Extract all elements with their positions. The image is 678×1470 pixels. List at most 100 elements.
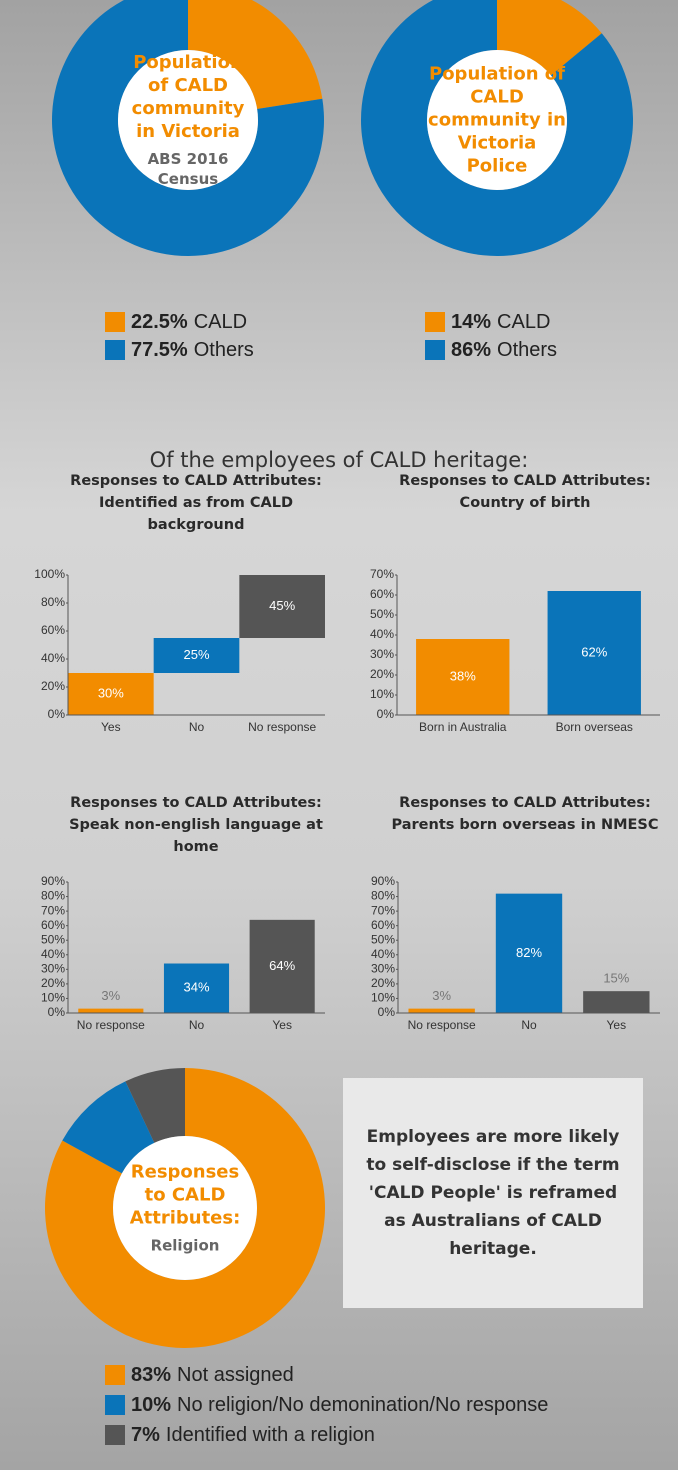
legend-value: 22.5% [131,310,188,333]
x-tick-label: No response [408,1018,476,1032]
legend-entry: 7% Identified with a religion [105,1422,375,1448]
x-tick-label: Born overseas [556,720,633,734]
donut-segment [52,0,324,256]
callout-box [343,1078,643,1308]
y-tick-label: 80% [371,889,395,903]
bar [153,638,240,673]
legend-swatch [105,340,125,360]
y-tick-label: 20% [370,667,394,681]
donut-title: Population of CALD community in Victoria [131,52,245,142]
y-tick-label: 100% [34,567,65,581]
section-heading: Of the employees of CALD heritage: [149,448,529,472]
bar [416,639,510,715]
value-label: 3% [101,988,120,1003]
legend-swatch [425,312,445,332]
donut-segment [125,1068,185,1143]
donut-hole [427,50,567,190]
donut-hole [113,1136,257,1280]
y-tick-label: 90% [41,874,65,888]
y-tick-label: 30% [370,647,394,661]
donut-center-text: Population of CALD community in Victoria… [123,51,253,189]
bar [249,919,315,1013]
legend-label: Identified with a religion [165,1423,375,1446]
y-tick-label: 10% [41,991,65,1005]
legend-entry: 14% CALD [425,309,550,335]
y-tick-label: 10% [371,991,395,1005]
y-tick-label: 40% [41,651,65,665]
legend-swatch [425,340,445,360]
value-label: 38% [450,668,476,683]
y-tick-label: 70% [371,903,395,917]
chart-title: Responses to CALD Attributes: Speak non-… [69,795,323,855]
value-label: 25% [183,647,209,662]
legend-value: 83% [131,1363,172,1386]
donut-segment [44,1068,325,1349]
legend-value: 7% [131,1423,160,1446]
y-tick-label: 20% [41,976,65,990]
legend-label: Others [193,338,254,361]
x-tick-label: No [189,720,205,734]
legend-swatch [105,312,125,332]
y-tick-label: 60% [370,587,394,601]
y-tick-label: 70% [370,567,394,581]
legend-label: No religion/No demonination/No response [177,1393,549,1416]
value-label: 30% [98,685,124,700]
chart-title: Responses to CALD Attributes: Country of… [399,473,651,511]
y-tick-label: 0% [48,707,66,721]
y-tick-label: 0% [377,707,395,721]
x-tick-label: No [189,1018,205,1032]
legend-entry: 86% Others [425,337,557,363]
legend-label: CALD [193,310,248,333]
x-tick-label: No response [248,720,316,734]
y-tick-label: 60% [41,623,65,637]
legend-value: 77.5% [131,338,188,361]
donut-hole [118,50,258,190]
y-tick-label: 30% [371,962,395,976]
y-tick-label: 40% [371,947,395,961]
donut-subtitle: ABS 2016 Census [147,150,229,188]
y-tick-label: 60% [371,918,395,932]
bar [408,1008,475,1013]
bar [495,893,563,1013]
x-tick-label: Yes [101,720,121,734]
value-label: 64% [269,958,295,973]
bar [583,991,650,1013]
value-label: 34% [183,980,209,995]
bar [78,1008,144,1013]
y-tick-label: 40% [370,627,394,641]
y-tick-label: 60% [41,918,65,932]
donut-title: Population of CALD community in Victoria… [428,63,566,177]
legend-label: Others [497,338,558,361]
y-tick-label: 10% [370,687,394,701]
donut-center-text: Responses to CALD Attributes: Religion [125,1161,245,1256]
y-tick-label: 90% [371,874,395,888]
y-tick-label: 50% [370,607,394,621]
y-tick-label: 0% [48,1005,66,1019]
donut-segment [188,0,323,110]
bar [547,591,641,715]
value-label: 3% [432,988,451,1003]
bar [68,673,154,715]
legend-value: 14% [451,310,492,333]
legend-entry: 83% Not assigned [105,1362,294,1388]
donut-center-text: Population of CALD community in Victoria… [427,63,567,178]
legend-swatch [105,1395,125,1415]
value-label: 45% [269,598,295,613]
legend-value: 86% [451,338,492,361]
x-tick-label: Yes [607,1018,627,1032]
y-tick-label: 50% [41,932,65,946]
value-label: 15% [603,971,629,986]
donut-subtitle: Religion [150,1236,220,1255]
bar [163,963,230,1013]
x-tick-label: No response [77,1018,145,1032]
bar [239,575,325,638]
y-tick-label: 0% [378,1005,396,1019]
legend-swatch [105,1425,125,1445]
donut-segment [62,1081,155,1174]
donut-title: Responses to CALD Attributes: [129,1161,241,1229]
legend-entry: 77.5% Others [105,337,254,363]
legend-swatch [105,1365,125,1385]
legend-label: CALD [497,310,551,333]
